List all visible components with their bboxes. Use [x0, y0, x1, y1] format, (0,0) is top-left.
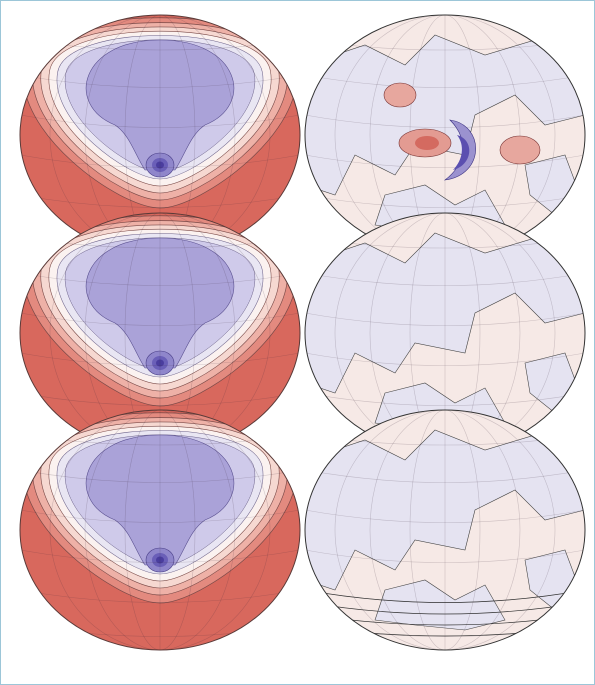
- left-globe-3: [20, 410, 300, 650]
- anomaly-blobs: [383, 82, 541, 181]
